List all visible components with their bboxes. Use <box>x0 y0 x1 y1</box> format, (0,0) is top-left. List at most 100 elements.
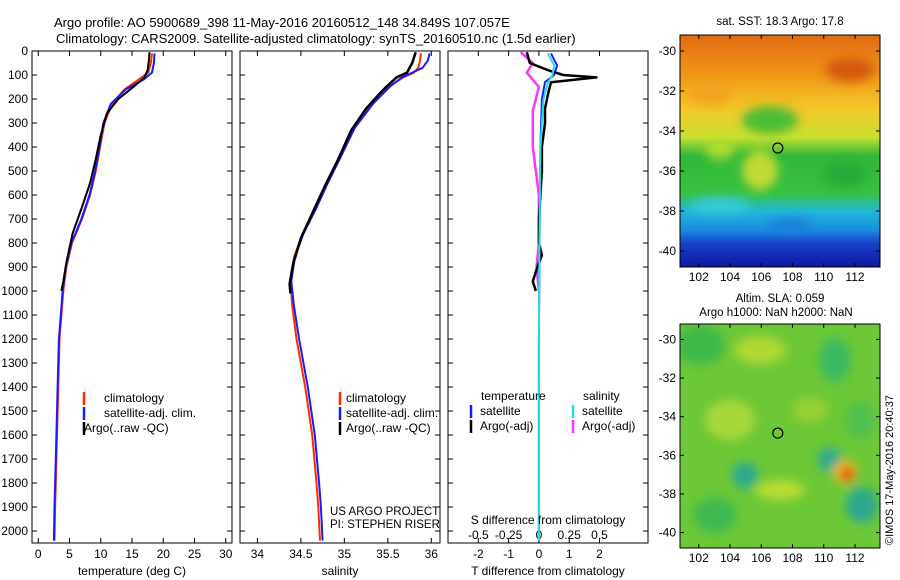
salinity-legend: climatology satellite-adj. clim. Argo(..… <box>338 391 438 435</box>
latitude-tick-label: -36 <box>659 448 677 462</box>
temperature-tick-label: 20 <box>157 547 171 561</box>
longitude-tick-label: 110 <box>814 551 833 565</box>
latitude-tick-label: -36 <box>659 164 677 178</box>
temperature-legend: climatology satellite-adj. clim. Argo(..… <box>82 391 196 435</box>
depth-tick-label: 1800 <box>1 476 28 490</box>
t-difference-tick-label: -2 <box>473 547 484 561</box>
t-difference-tick-label: 0 <box>536 547 543 561</box>
t-difference-tick-label: 1 <box>566 547 573 561</box>
difference-panel: -2 -1 0 1 2 -0.5 -0.25 0 0.25 0.5 S difference f… <box>447 50 649 578</box>
depth-tick-label: 1000 <box>1 284 28 298</box>
figure-title-line1: Argo profile: AO 5900689_398 11-May-2016… <box>54 15 510 30</box>
t-difference-label: T difference from climatology <box>471 564 625 578</box>
latitude-tick-label: -32 <box>659 371 677 385</box>
salinity-tick-label: 34.5 <box>289 547 313 561</box>
longitude-tick-label: 108 <box>782 551 802 565</box>
longitude-tick-label: 106 <box>751 270 771 284</box>
legend-label-satellite: satellite-adj. clim. <box>104 406 196 420</box>
latitude-tick-label: -34 <box>659 124 677 138</box>
salinity-tick-label: 35 <box>338 547 352 561</box>
difference-legend: temperature salinity satellite Argo(-adj… <box>469 389 635 433</box>
depth-tick-label: 1700 <box>1 452 28 466</box>
depth-tick-label: 200 <box>8 92 28 106</box>
legend-title-temperature: temperature <box>481 389 546 403</box>
project-note: US ARGO PROJECT <box>330 506 439 518</box>
latitude-tick-label: -38 <box>659 204 677 218</box>
salinity-axes-frame <box>239 50 441 544</box>
pi-note: PI: STEPHEN RISER <box>330 519 440 531</box>
latitude-tick-label: -30 <box>659 332 677 346</box>
t-difference-tick-label: 2 <box>596 547 603 561</box>
temperature-xlabel: temperature (deg C) <box>78 564 186 578</box>
temperature-satellite-line <box>52 53 156 541</box>
t-difference-argo-line <box>525 51 598 292</box>
temperature-tick-label: 15 <box>125 547 139 561</box>
legend-label-argo: Argo(..raw -QC) <box>84 421 169 435</box>
longitude-tick-label: 104 <box>720 270 740 284</box>
latitude-tick-label: -40 <box>659 244 677 258</box>
depth-tick-label: 2000 <box>1 524 28 538</box>
legend-label-t-argo: Argo(-adj) <box>480 419 533 433</box>
sst-field-patches <box>688 58 875 232</box>
depth-tick-label: 700 <box>8 212 28 226</box>
depth-tick-label: 1100 <box>2 308 28 322</box>
salinity-tick-label: 34 <box>251 547 265 561</box>
argo-position-marker <box>772 427 784 439</box>
depth-tick-label: 1600 <box>1 428 28 442</box>
longitude-tick-label: 102 <box>689 270 709 284</box>
longitude-tick-label: 106 <box>751 551 771 565</box>
depth-axis: 0 100 200 300 400 500 600 700 800 900 1000 1100 1200… <box>1 44 648 538</box>
latitude-tick-label: -30 <box>659 44 677 58</box>
latitude-tick-label: -32 <box>659 84 677 98</box>
s-difference-satellite-line <box>537 52 556 541</box>
depth-tick-label: 400 <box>8 140 28 154</box>
longitude-tick-label: 108 <box>782 270 802 284</box>
latitude-tick-label: -34 <box>659 410 677 424</box>
sla-field-patches <box>680 325 878 533</box>
s-difference-argo-line <box>519 51 541 292</box>
legend-label-t-satellite: satellite <box>480 404 521 418</box>
figure-title-line2: Climatology: CARS2009. Satellite-adjuste… <box>56 31 576 46</box>
temperature-panel: 0100200300400500600700800900100011001200… <box>1 44 648 578</box>
latitude-tick-label: -40 <box>659 526 677 540</box>
legend-label-argo: Argo(..raw -QC) <box>346 421 431 435</box>
temperature-axis: 0 5 10 15 20 25 30 <box>35 51 233 561</box>
s-difference-label: S difference from climatology <box>471 513 626 527</box>
depth-tick-label: 800 <box>8 236 28 250</box>
legend-label-s-satellite: satellite <box>582 404 623 418</box>
imos-credit: ©IMOS 17-May-2016 20:40:37 <box>884 395 896 545</box>
legend-label-satellite: satellite-adj. clim. <box>346 406 438 420</box>
longitude-tick-label: 110 <box>814 270 833 284</box>
sst-map-axes: 102 104 106 108 110 112 -30 -32 -34 -36 -38 -40 <box>659 35 880 284</box>
depth-tick-label: 500 <box>8 164 28 178</box>
longitude-tick-label: 112 <box>845 551 864 565</box>
salinity-panel: 34 34.5 35 35.5 36 salinity climatology sate… <box>239 50 441 578</box>
temperature-tick-label: 0 <box>35 547 42 561</box>
depth-tick-label: 1300 <box>1 356 28 370</box>
depth-tick-label: 1900 <box>1 500 28 514</box>
depth-tick-label: 600 <box>8 188 28 202</box>
difference-axes-frame <box>447 50 649 544</box>
sla-map-title2: Argo h1000: NaN h2000: NaN <box>699 307 852 319</box>
temperature-tick-label: 25 <box>188 547 202 561</box>
salinity-xlabel: salinity <box>322 564 359 578</box>
depth-tick-label: 1500 <box>1 404 28 418</box>
legend-label-climatology: climatology <box>104 391 164 405</box>
depth-tick-label: 100 <box>8 68 28 82</box>
sla-map: Altim. SLA: 0.059 Argo h1000: NaN h2000:… <box>659 293 881 565</box>
legend-label-climatology: climatology <box>346 391 406 405</box>
sst-map-title: sat. SST: 18.3 Argo: 17.8 <box>716 16 843 28</box>
longitude-tick-label: 102 <box>689 551 709 565</box>
t-difference-tick-label: -1 <box>503 547 514 561</box>
depth-tick-label: 1200 <box>1 332 28 346</box>
temperature-tick-label: 5 <box>66 547 73 561</box>
salinity-argo-line <box>288 51 417 294</box>
s-difference-tick-label: -0.5 <box>468 528 489 542</box>
temperature-argo-line <box>60 52 151 292</box>
legend-label-s-argo: Argo(-adj) <box>582 419 635 433</box>
s-difference-tick-label: 0.25 <box>558 528 582 542</box>
longitude-tick-label: 104 <box>720 551 740 565</box>
argo-position-marker <box>772 142 784 154</box>
salinity-satellite-line <box>290 53 431 541</box>
